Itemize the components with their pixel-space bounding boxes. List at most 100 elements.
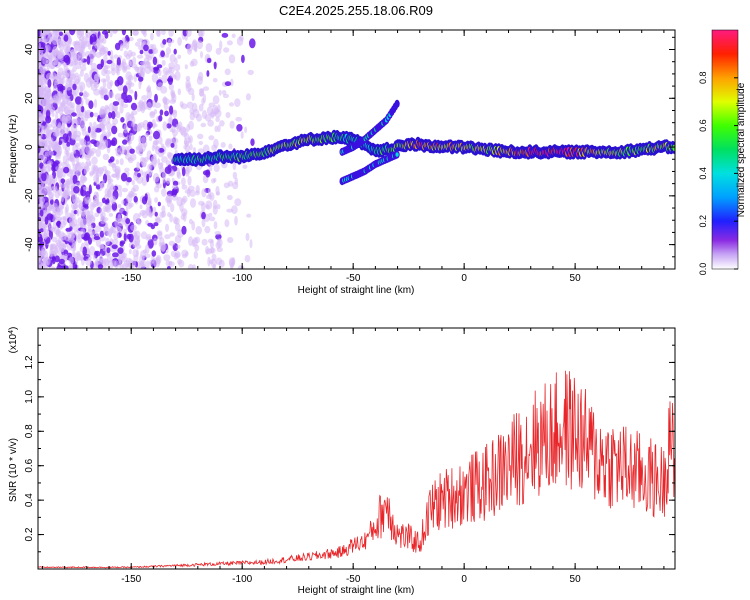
noise-point	[99, 230, 105, 238]
noise-point	[89, 122, 93, 127]
noise-point	[194, 236, 200, 244]
noise-point	[112, 101, 120, 106]
y-tick-label: 0	[24, 144, 35, 150]
noise-point	[152, 172, 160, 183]
noise-point	[207, 119, 214, 127]
noise-point	[208, 166, 213, 172]
noise-point	[173, 48, 177, 55]
noise-point	[155, 145, 160, 155]
noise-point	[164, 110, 169, 117]
noise-point	[122, 66, 127, 71]
noise-point	[95, 167, 103, 177]
noise-point	[108, 112, 113, 119]
noise-point	[109, 185, 116, 191]
noise-point	[167, 77, 174, 83]
noise-point	[120, 172, 128, 182]
noise-point	[151, 145, 155, 152]
noise-point	[131, 110, 138, 116]
noise-point	[187, 87, 195, 96]
noise-point	[184, 64, 188, 70]
noise-point	[160, 50, 166, 58]
noise-point	[75, 112, 81, 118]
noise-point	[152, 47, 159, 55]
noise-point	[89, 50, 96, 60]
noise-point	[158, 115, 163, 122]
noise-point	[60, 195, 64, 202]
noise-point	[168, 66, 172, 75]
noise-point	[47, 102, 52, 109]
trace-point	[672, 144, 675, 152]
noise-point	[112, 30, 118, 35]
noise-point	[141, 196, 148, 205]
noise-point	[231, 205, 238, 215]
noise-point	[209, 216, 216, 222]
noise-point	[202, 93, 207, 104]
noise-point	[65, 77, 73, 86]
noise-point	[66, 142, 71, 147]
noise-point	[102, 78, 107, 89]
noise-point	[111, 238, 119, 245]
noise-point	[79, 246, 83, 253]
noise-point	[182, 211, 187, 222]
noise-point	[146, 233, 152, 239]
noise-point	[186, 124, 191, 132]
noise-point	[45, 165, 51, 173]
noise-point	[76, 30, 81, 35]
noise-point	[74, 117, 82, 125]
noise-point	[154, 102, 161, 109]
noise-point	[174, 222, 181, 232]
noise-point	[161, 59, 166, 66]
noise-point	[165, 223, 169, 233]
noise-point	[169, 232, 175, 237]
noise-point	[85, 258, 92, 267]
noise-point	[178, 259, 185, 268]
noise-point	[64, 149, 68, 156]
noise-point	[41, 258, 48, 267]
noise-point	[156, 230, 163, 236]
x-tick-label: 0	[461, 574, 467, 585]
noise-point	[76, 161, 80, 168]
noise-point	[240, 131, 244, 139]
noise-point	[164, 166, 172, 175]
noise-point	[78, 38, 83, 49]
noise-point	[93, 73, 99, 84]
noise-point	[52, 30, 58, 37]
y-tick-label: 1.0	[24, 389, 35, 403]
noise-point	[117, 132, 124, 138]
noise-point	[50, 227, 56, 233]
noise-point	[113, 54, 119, 59]
noise-point	[183, 140, 190, 146]
noise-point	[38, 127, 41, 137]
noise-point	[73, 223, 80, 233]
noise-point	[83, 166, 88, 175]
noise-point	[170, 203, 175, 213]
noise-point	[89, 111, 94, 118]
noise-point	[63, 34, 69, 42]
x-tick-label: -150	[121, 273, 141, 284]
noise-point	[106, 59, 113, 65]
noise-point	[129, 89, 134, 94]
noise-point	[157, 201, 161, 207]
noise-point	[142, 119, 150, 130]
noise-point	[181, 184, 188, 190]
noise-point	[40, 140, 48, 150]
colorbar-tick-label: 0.6	[698, 119, 708, 132]
noise-point	[181, 166, 186, 177]
noise-point	[79, 85, 84, 94]
noise-point	[99, 133, 104, 142]
noise-point	[234, 98, 241, 107]
noise-point	[104, 188, 110, 197]
noise-point	[76, 104, 82, 114]
noise-point	[241, 54, 245, 64]
noise-point	[189, 143, 193, 151]
noise-point	[62, 218, 67, 226]
x-tick-label: -50	[346, 273, 361, 284]
noise-point	[161, 30, 166, 35]
noise-point	[140, 231, 148, 240]
noise-point	[140, 103, 146, 114]
noise-point	[242, 164, 248, 169]
noise-point	[38, 90, 44, 100]
noise-point	[171, 93, 177, 103]
noise-point	[151, 157, 157, 168]
noise-point	[188, 135, 193, 144]
